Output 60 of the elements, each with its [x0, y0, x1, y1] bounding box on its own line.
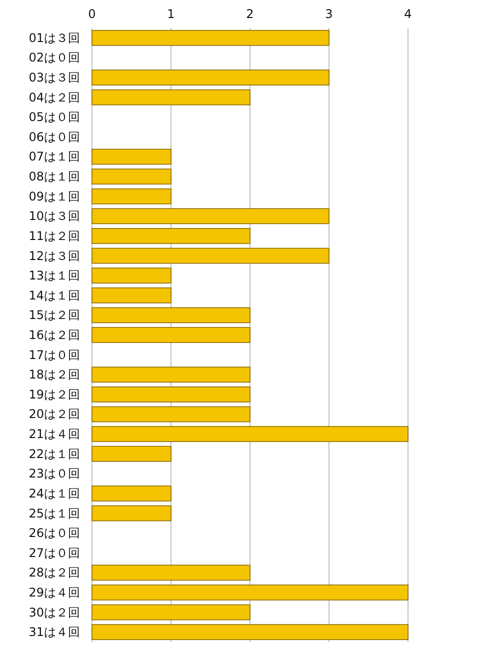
- y-tick-label: 15は２回: [28, 308, 80, 322]
- bar: [92, 366, 250, 383]
- y-tick-label: 10は３回: [28, 209, 80, 224]
- bar: [92, 268, 172, 284]
- bar: [92, 287, 172, 304]
- bar: [92, 564, 250, 581]
- y-tick-label: 18は２回: [28, 368, 80, 382]
- x-tick-label: 0: [88, 7, 96, 21]
- y-tick-label: 09は１回: [28, 189, 80, 204]
- y-tick-label: 11は２回: [28, 228, 80, 243]
- y-tick-label: 16は２回: [28, 328, 80, 342]
- bar: [92, 584, 408, 600]
- bar: [92, 426, 408, 442]
- bar: [92, 148, 172, 165]
- y-tick-label: 03は３回: [28, 70, 80, 85]
- y-tick-label: 14は１回: [28, 288, 80, 302]
- y-tick-label: 22は１回: [28, 446, 80, 461]
- bar: [92, 386, 250, 402]
- y-tick-label: 06は０回: [28, 130, 80, 144]
- y-tick-label: 26は０回: [28, 526, 80, 540]
- y-tick-label: 31は４回: [28, 625, 80, 640]
- y-tick-label: 28は２回: [28, 566, 80, 580]
- bar: [92, 307, 250, 324]
- bar: [92, 30, 330, 46]
- y-tick-label: 12は３回: [28, 248, 80, 263]
- bar: [92, 70, 330, 86]
- y-tick-label: 25は１回: [28, 506, 80, 520]
- y-tick-label: 20は２回: [28, 407, 80, 422]
- y-tick-label: 17は０回: [28, 348, 80, 362]
- bar: [92, 624, 408, 640]
- y-tick-label: 27は０回: [28, 546, 80, 560]
- x-tick-label: 3: [325, 7, 333, 21]
- bar: [92, 89, 250, 106]
- bar: [92, 188, 172, 204]
- bar: [92, 505, 172, 522]
- y-tick-label: 08は１回: [28, 170, 80, 184]
- y-tick-label: 21は４回: [28, 427, 80, 442]
- y-tick-label: 19は２回: [28, 387, 80, 402]
- x-tick-label: 1: [167, 7, 175, 21]
- y-tick-label: 13は１回: [28, 268, 80, 283]
- bar: [92, 168, 172, 184]
- y-tick-label: 05は０回: [28, 110, 80, 124]
- x-tick-label: 2: [246, 7, 254, 21]
- bar: [92, 446, 172, 462]
- bar: [92, 248, 330, 264]
- y-tick-label: 24は１回: [28, 486, 80, 500]
- y-tick-label: 30は２回: [28, 605, 80, 620]
- bar: [92, 406, 250, 422]
- bar: [92, 228, 250, 244]
- y-tick-label: 04は２回: [28, 90, 80, 104]
- y-tick-label: 23は０回: [28, 466, 80, 481]
- bar: [92, 327, 250, 343]
- y-tick-label: 29は４回: [28, 585, 80, 600]
- bar: [92, 604, 250, 620]
- bar: [92, 486, 172, 502]
- y-tick-label: 07は１回: [28, 150, 80, 164]
- y-tick-label: 02は０回: [28, 50, 80, 65]
- x-tick-label: 4: [404, 7, 412, 21]
- bar: [92, 208, 330, 224]
- y-tick-label: 01は３回: [28, 30, 80, 45]
